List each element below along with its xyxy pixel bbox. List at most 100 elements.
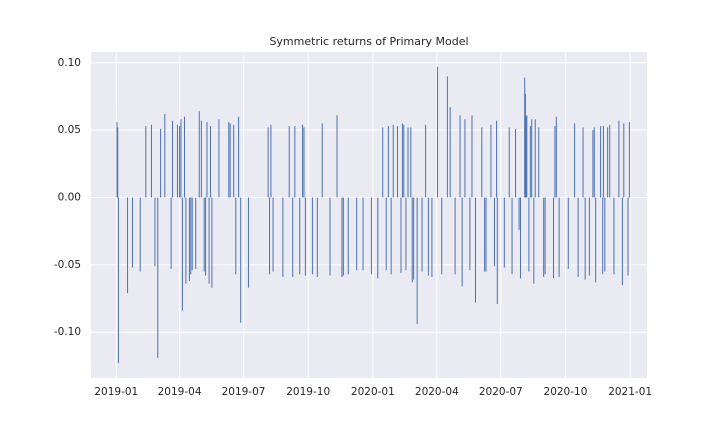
bar: [157, 197, 158, 357]
bar: [393, 125, 394, 198]
bar: [305, 197, 306, 275]
bar: [585, 197, 586, 279]
bar: [589, 197, 590, 275]
bar: [607, 127, 608, 197]
bar: [490, 125, 491, 198]
x-tick-label: 2020-01: [351, 386, 395, 398]
bar: [422, 197, 423, 271]
bar: [595, 197, 596, 282]
bar: [341, 197, 342, 276]
bar: [199, 111, 200, 197]
bar: [172, 121, 173, 198]
bar: [400, 197, 401, 272]
bar: [447, 76, 448, 197]
bar: [201, 121, 202, 198]
bar: [218, 119, 219, 197]
bar: [568, 197, 569, 268]
bar: [189, 197, 190, 281]
bar: [195, 197, 196, 268]
bar: [402, 123, 403, 197]
x-tick-label: 2019-07: [222, 386, 266, 398]
bar: [428, 197, 429, 275]
bar: [441, 197, 442, 274]
plot-area: [91, 52, 647, 378]
bar: [486, 197, 487, 271]
bar: [469, 197, 470, 270]
bar: [556, 117, 557, 198]
bar: [417, 197, 418, 324]
bar: [512, 197, 513, 274]
bar: [554, 126, 555, 197]
bar: [533, 197, 534, 283]
x-tick-label: 2021-01: [608, 386, 652, 398]
bar: [289, 126, 290, 197]
bar: [559, 197, 560, 276]
bar: [629, 122, 630, 197]
bar: [592, 130, 593, 197]
bar: [228, 122, 229, 197]
bar: [494, 197, 495, 266]
bar: [613, 197, 614, 274]
bar: [269, 197, 270, 274]
bar: [403, 125, 404, 198]
bar: [460, 115, 461, 197]
bar: [230, 123, 231, 197]
chart-title: Symmetric returns of Primary Model: [269, 35, 468, 48]
bar: [190, 197, 191, 274]
bar: [329, 197, 330, 275]
bar: [413, 197, 414, 279]
bar: [412, 197, 413, 282]
bar: [471, 115, 472, 197]
bar: [545, 197, 546, 274]
bar: [132, 197, 133, 267]
bar: [526, 115, 527, 197]
bar: [604, 197, 605, 271]
bar: [240, 197, 241, 322]
bar: [337, 115, 338, 197]
bar: [363, 197, 364, 270]
bar: [233, 125, 234, 198]
bar: [410, 127, 411, 197]
bar: [425, 125, 426, 198]
bar: [462, 197, 463, 286]
bar: [356, 197, 357, 270]
bar: [481, 127, 482, 197]
bar: [151, 125, 152, 198]
bar: [600, 126, 601, 197]
bar: [145, 126, 146, 197]
bar: [528, 197, 529, 271]
bar: [386, 197, 387, 270]
bar: [497, 197, 498, 303]
x-tick-label: 2020-04: [415, 386, 459, 398]
y-tick-label: 0.10: [58, 57, 81, 69]
bar: [343, 197, 344, 275]
bar: [184, 117, 185, 198]
bar: [515, 129, 516, 198]
bar: [455, 197, 456, 274]
bar: [464, 119, 465, 197]
bar: [405, 197, 406, 270]
bar: [519, 197, 520, 229]
bar: [312, 197, 313, 274]
x-tick-label: 2019-04: [158, 386, 202, 398]
bar: [628, 197, 629, 275]
bar: [127, 197, 128, 293]
bar: [348, 197, 349, 274]
x-tick-label: 2019-10: [286, 386, 330, 398]
bar: [397, 126, 398, 197]
bar: [302, 125, 303, 198]
bar: [388, 126, 389, 197]
bar: [553, 197, 554, 278]
bar: [622, 197, 623, 285]
x-tick-label: 2020-10: [544, 386, 588, 398]
y-tick-label: -0.05: [54, 259, 81, 271]
bar: [192, 197, 193, 270]
bar: [238, 117, 239, 198]
bar: [117, 127, 118, 197]
bar: [583, 127, 584, 197]
bar: [377, 197, 378, 278]
bar: [182, 197, 183, 310]
y-tick-label: 0.05: [58, 124, 81, 136]
bar: [140, 197, 141, 271]
